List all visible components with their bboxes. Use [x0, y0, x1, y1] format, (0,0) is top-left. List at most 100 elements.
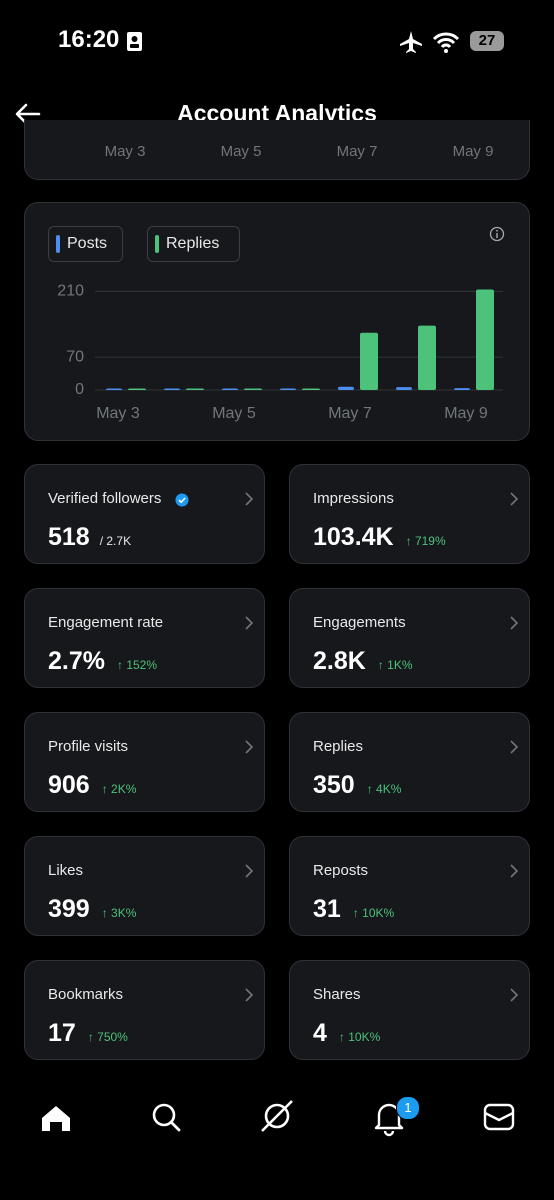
y-tick-label: 70: [66, 348, 84, 365]
stat-change: ↑ 719%: [405, 534, 446, 548]
previous-x-label: May 3: [104, 143, 146, 160]
stat-value: 31: [313, 895, 341, 923]
stat-card[interactable]: Shares 4 ↑ 10K%: [289, 960, 530, 1060]
stat-change: ↑ 10K%: [338, 1030, 381, 1044]
verified-badge: [175, 493, 189, 507]
stat-label: Engagements: [313, 614, 406, 631]
stat-card[interactable]: Bookmarks 17 ↑ 750%: [24, 960, 265, 1060]
stat-card[interactable]: Verified followers 518 / 2.7K: [24, 464, 265, 564]
stat-card[interactable]: Likes 399 ↑ 3K%: [24, 836, 265, 936]
bar: [128, 388, 146, 390]
stat-card[interactable]: Engagements 2.8K ↑ 1K%: [289, 588, 530, 688]
x-tick-label: May 3: [96, 405, 140, 422]
chevron: [245, 616, 254, 630]
chevron: [510, 864, 519, 878]
status-time: 16:20: [58, 26, 120, 53]
chevron: [245, 740, 254, 754]
search-tab[interactable]: [152, 1103, 181, 1132]
stat-value-row: 4 ↑ 10K%: [313, 1019, 380, 1048]
y-tick-label: 210: [57, 283, 84, 300]
stat-card[interactable]: Impressions 103.4K ↑ 719%: [289, 464, 530, 564]
bar: [106, 388, 122, 390]
grok-tab[interactable]: [261, 1100, 293, 1132]
bar: [396, 387, 412, 390]
stat-label: Verified followers: [48, 490, 162, 507]
x-tick-label: May 5: [212, 405, 256, 422]
chevron: [510, 616, 519, 630]
y-tick-label: 0: [75, 381, 84, 398]
bar: [186, 388, 204, 390]
bar: [476, 289, 494, 390]
bar: [302, 388, 320, 390]
chart-card: [24, 202, 530, 441]
stat-card[interactable]: Engagement rate 2.7% ↑ 152%: [24, 588, 265, 688]
stat-value: 2.7%: [48, 647, 105, 675]
stat-change: ↑ 750%: [87, 1030, 128, 1044]
previous-chart-card: [24, 120, 530, 180]
stat-value-row: 518 / 2.7K: [48, 523, 131, 552]
wifi-icon: [432, 32, 460, 53]
stat-change: ↑ 152%: [116, 658, 158, 672]
stat-card[interactable]: Reposts 31 ↑ 10K%: [289, 836, 530, 936]
back-button[interactable]: [14, 101, 42, 127]
stat-value: 17: [48, 1019, 76, 1047]
previous-x-label: May 9: [452, 143, 494, 160]
legend-swatch: [155, 235, 159, 253]
home-tab[interactable]: [42, 1106, 70, 1131]
stat-label: Reposts: [313, 862, 369, 879]
chart: 0 70 210 May 3 May 5 May 7 May 9: [57, 283, 503, 422]
chevron: [510, 740, 519, 754]
stat-card[interactable]: Profile visits 906 ↑ 2K%: [24, 712, 265, 812]
stat-value-row: 906 ↑ 2K%: [48, 771, 136, 800]
bar: [244, 388, 262, 390]
bar: [164, 388, 180, 390]
stat-change: ↑ 1K%: [377, 658, 413, 672]
notifications-tab[interactable]: [374, 1103, 404, 1137]
battery: 27: [470, 31, 504, 51]
chevron: [245, 988, 254, 1002]
chevron: [510, 492, 519, 506]
notification-badge: 1: [396, 1096, 420, 1120]
stat-change: ↑ 4K%: [366, 782, 402, 796]
stat-value-row: 399 ↑ 3K%: [48, 895, 136, 924]
airplane-icon: [400, 31, 422, 53]
stat-label: Profile visits: [48, 738, 129, 755]
legend-item[interactable]: Replies: [147, 226, 240, 262]
messages-tab[interactable]: [483, 1103, 515, 1131]
stat-value-row: 31 ↑ 10K%: [313, 895, 394, 924]
stat-label: Likes: [48, 862, 84, 879]
stat-label: Impressions: [313, 490, 394, 507]
stat-label: Shares: [313, 986, 361, 1003]
x-tick-label: May 7: [328, 405, 372, 422]
bar: [418, 325, 436, 390]
bar: [360, 332, 378, 390]
stat-value-row: 17 ↑ 750%: [48, 1019, 128, 1048]
stat-value: 103.4K: [313, 523, 394, 551]
stat-value-row: 350 ↑ 4K%: [313, 771, 401, 800]
stat-value-row: 2.8K ↑ 1K%: [313, 647, 413, 676]
info-icon[interactable]: [489, 226, 505, 242]
stat-change: ↑ 10K%: [352, 906, 395, 920]
chevron: [245, 864, 254, 878]
bar: [222, 388, 238, 390]
stat-change: ↑ 2K%: [101, 782, 137, 796]
stat-value: 518: [48, 523, 90, 551]
bar: [454, 388, 470, 390]
legend-label: Replies: [166, 235, 220, 252]
stat-card[interactable]: Replies 350 ↑ 4K%: [289, 712, 530, 812]
stat-value: 399: [48, 895, 90, 923]
stat-total: / 2.7K: [99, 534, 132, 548]
sim-icon: [127, 32, 142, 51]
stat-value: 4: [313, 1019, 327, 1047]
bar: [338, 386, 354, 390]
stat-value: 906: [48, 771, 90, 799]
bottom-nav: [42, 1100, 515, 1137]
chevron: [510, 988, 519, 1002]
stat-value-row: 103.4K ↑ 719%: [313, 523, 446, 552]
legend-item[interactable]: Posts: [48, 226, 123, 262]
stat-label: Bookmarks: [48, 986, 124, 1003]
chevron: [245, 492, 254, 506]
previous-x-label: May 7: [336, 143, 378, 160]
x-tick-label: May 9: [444, 405, 488, 422]
legend-label: Posts: [67, 235, 108, 252]
